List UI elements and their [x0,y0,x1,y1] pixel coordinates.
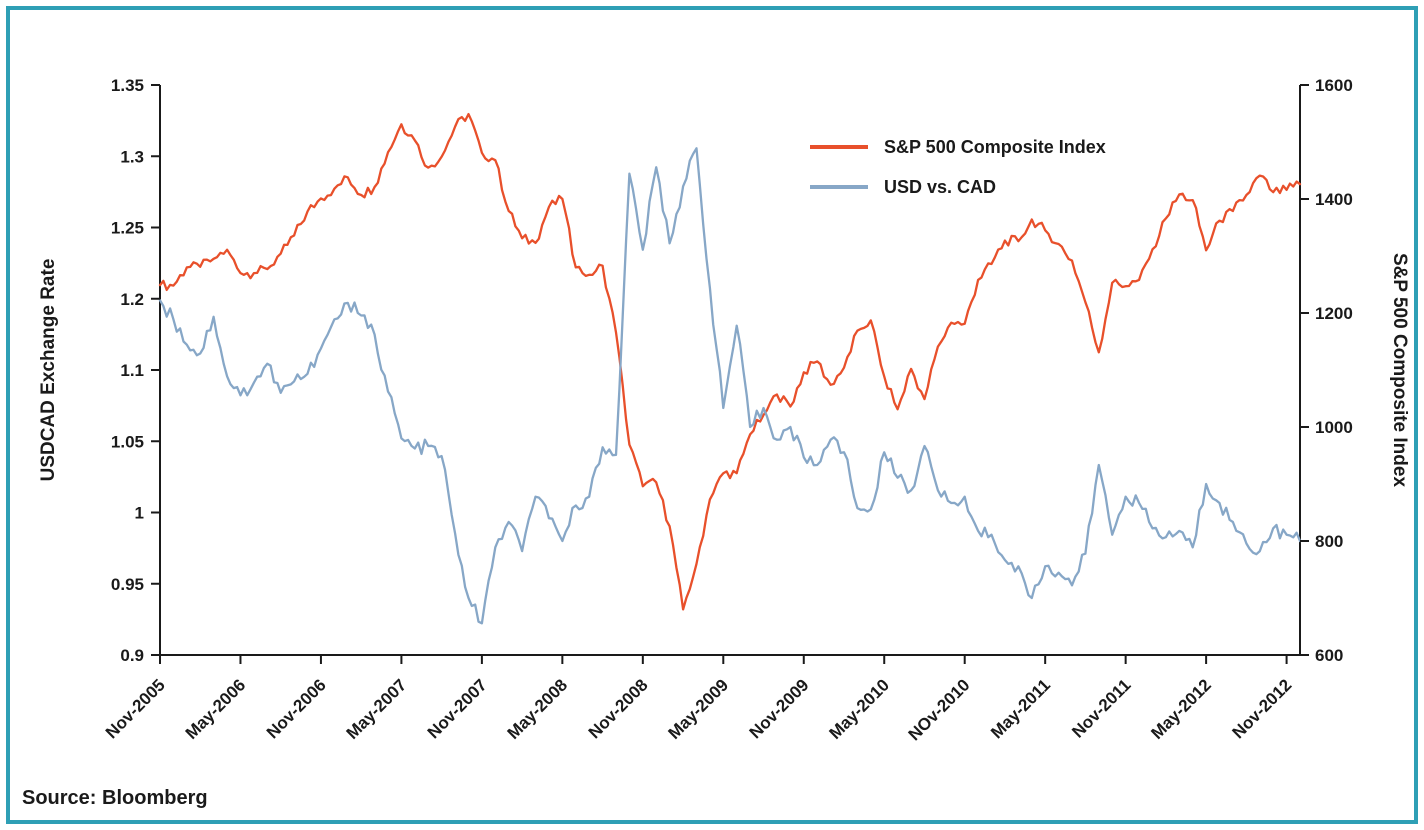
right-axis-tick-label: 600 [1315,646,1343,665]
chart-frame: 1.35 1.3 1.25 1.2 1.1 1.05 1 0.95 0.9 1600 1400 120… [6,6,1418,824]
x-axis-tick-label: Nov-2008 [585,675,652,742]
dual-axis-line-chart: 1.35 1.3 1.25 1.2 1.1 1.05 1 0.95 0.9 1600 1400 120… [38,76,1410,744]
right-axis-tick-label: 1600 [1315,76,1353,95]
right-axis-tick-label: 1000 [1315,418,1353,437]
right-axis-tick-label: 1400 [1315,190,1353,209]
x-axis-tick-label: Nov-2012 [1229,675,1296,742]
x-axis-tick-label: May-2011 [987,675,1054,742]
x-axis-tick-label: May-2008 [504,675,572,743]
left-axis-tick-label: 0.9 [120,646,144,665]
left-axis-tick-label: 1.25 [111,219,144,238]
left-axis-title: USDCAD Exchange Rate [38,259,59,482]
left-axis-tick-label: 1 [135,504,144,523]
left-axis-tick-label: 0.95 [111,575,144,594]
left-axis-tick-label: 1.2 [120,290,144,309]
series-line-sp500 [158,112,1302,611]
x-axis-tick-label: Nov-2011 [1068,675,1134,741]
x-axis-tick-label: Nov-2007 [424,675,491,742]
left-axis-tick-label: 1.35 [111,76,144,95]
x-axis-tick-label: May-2006 [182,675,250,743]
chart-area: 1.35 1.3 1.25 1.2 1.1 1.05 1 0.95 0.9 1600 1400 120… [10,10,1414,760]
right-axis-title: S&P 500 Composite Index [1389,253,1410,487]
x-axis-tick-label: Nov-2006 [263,675,330,742]
x-axis-tick-label: Nov-2009 [746,675,813,742]
legend: S&P 500 Composite Index USD vs. CAD [810,137,1106,197]
x-axis-tick-label: May-2007 [343,675,411,743]
series-line-usdcad [158,147,1302,625]
left-axis-tick-label: 1.05 [111,432,144,451]
x-axis-tick-label: NOv-2010 [905,675,974,744]
x-axis-tick-label: May-2009 [665,675,733,743]
x-axis-tick-label: Nov-2005 [102,675,169,742]
left-axis-tick-label: 1.3 [120,147,144,166]
x-axis-tick-label: May-2010 [825,675,893,743]
right-axis-tick-label: 800 [1315,532,1343,551]
x-axis-tick-label: May-2012 [1147,675,1215,743]
right-axis-tick-label: 1200 [1315,304,1353,323]
left-axis-tick-label: 1.1 [120,361,144,380]
legend-label-sp500: S&P 500 Composite Index [884,137,1106,157]
legend-label-usdcad: USD vs. CAD [884,177,996,197]
source-note: Source: Bloomberg [22,787,208,809]
axis-ticks-and-labels: 1.35 1.3 1.25 1.2 1.1 1.05 1 0.95 0.9 1600 1400 120… [102,76,1353,744]
series-lines [158,112,1302,625]
